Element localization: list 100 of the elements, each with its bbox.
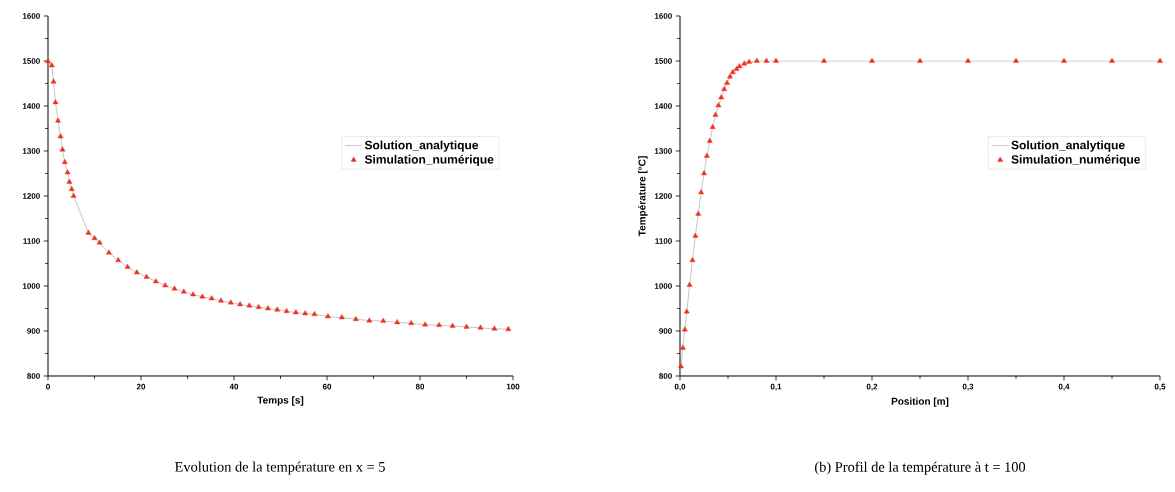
y-tick-label: 1100 <box>655 238 672 244</box>
point <box>701 170 707 176</box>
y-tick-label: 1200 <box>22 193 40 199</box>
point <box>712 111 719 117</box>
point <box>773 57 779 63</box>
y-tick-label: 1600 <box>22 13 40 19</box>
point <box>283 307 290 313</box>
point <box>689 257 696 263</box>
point <box>408 320 414 326</box>
point <box>293 309 299 315</box>
point <box>218 297 224 303</box>
y-tick-label: 1000 <box>654 283 672 289</box>
point <box>741 60 748 66</box>
point <box>64 169 71 175</box>
point <box>682 326 688 332</box>
point <box>449 322 456 328</box>
x-tick-label: 0,1 <box>770 383 782 391</box>
y-tick-label: 800 <box>27 373 40 379</box>
y-tick-label: 1200 <box>654 193 672 199</box>
point <box>353 316 359 321</box>
y-tick-label: 1300 <box>22 148 40 154</box>
point <box>1109 57 1115 63</box>
point <box>718 94 725 100</box>
point <box>339 314 345 320</box>
point <box>754 57 760 63</box>
point <box>227 299 234 305</box>
x-tick-label: 100 <box>506 383 520 390</box>
x-tick-label: 0,3 <box>962 383 974 391</box>
point <box>680 344 686 350</box>
point <box>704 152 710 158</box>
point <box>274 306 281 312</box>
point <box>463 323 470 329</box>
point <box>48 62 55 68</box>
x-tick-label: 0,2 <box>866 383 878 391</box>
point <box>869 57 875 63</box>
point <box>721 86 727 92</box>
point <box>380 317 387 323</box>
y-tick-label: 800 <box>659 373 672 379</box>
point <box>85 229 92 235</box>
point <box>190 291 196 297</box>
point <box>1157 57 1163 63</box>
x-tick-label: 0 <box>46 383 50 390</box>
point <box>311 311 318 317</box>
point <box>162 282 168 288</box>
point <box>171 285 178 291</box>
y-tick-label: 1400 <box>654 103 672 109</box>
point <box>181 288 187 294</box>
point <box>394 319 401 325</box>
point <box>143 273 150 279</box>
y-tick-label: 1300 <box>654 148 672 154</box>
point <box>715 102 722 108</box>
point <box>134 269 140 275</box>
point <box>124 263 131 269</box>
legend-label: Simulation_numérique <box>1011 154 1140 167</box>
x-tick-label: 0,4 <box>1058 383 1070 391</box>
point <box>683 308 690 314</box>
x-tick-label: 40 <box>229 383 239 390</box>
point <box>68 186 75 191</box>
y-tick-label: 1600 <box>654 13 672 19</box>
point <box>302 310 308 316</box>
point <box>917 57 923 63</box>
point <box>436 321 442 327</box>
point <box>709 123 716 129</box>
text: Evolution de la température en x = 5 <box>174 461 385 475</box>
legend-label: Solution_analytique <box>364 140 479 152</box>
point <box>965 57 971 63</box>
x-tick-label: 0,0 <box>674 383 686 391</box>
point <box>763 57 770 63</box>
x-axis-title: Position [m] <box>891 397 949 407</box>
legend-label: Simulation_numérique <box>364 154 494 167</box>
point <box>727 73 733 79</box>
point <box>686 281 693 287</box>
point <box>199 293 206 299</box>
point <box>55 117 61 123</box>
y-tick-label: 1400 <box>22 103 40 109</box>
point <box>746 58 752 64</box>
point <box>422 321 428 327</box>
point <box>491 325 498 331</box>
point <box>237 301 243 307</box>
point <box>698 189 704 195</box>
point <box>91 235 98 240</box>
legend-label: Solution_analytique <box>1011 140 1125 152</box>
point <box>208 295 215 301</box>
point <box>115 257 122 263</box>
point <box>106 249 112 255</box>
point <box>821 57 827 63</box>
point <box>366 317 373 323</box>
point <box>246 302 253 308</box>
point <box>695 210 702 216</box>
point <box>57 133 64 139</box>
x-tick-label: 20 <box>136 383 146 390</box>
point <box>724 79 730 85</box>
point <box>61 159 68 164</box>
point <box>45 58 51 64</box>
y-tick-label: 1100 <box>23 238 40 244</box>
point <box>692 232 699 238</box>
y-tick-label: 1500 <box>22 58 40 64</box>
y-tick-label: 1500 <box>654 58 672 64</box>
text: (b) Profil de la température à t = 100 <box>815 461 1026 475</box>
point <box>730 69 736 74</box>
